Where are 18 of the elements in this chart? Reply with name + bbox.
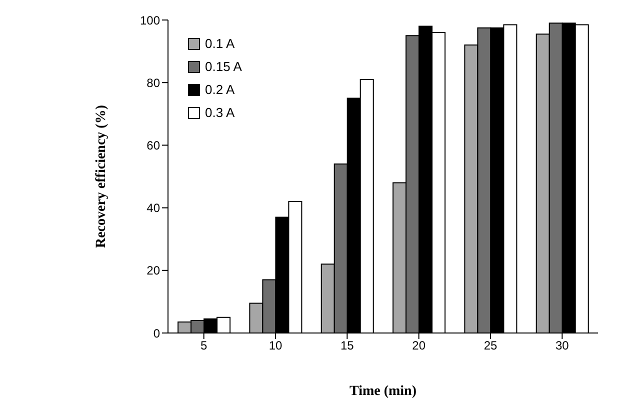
legend-label: 0.2 A	[205, 82, 235, 97]
x-tick-label: 30	[555, 338, 570, 353]
y-tick-label: 100	[140, 13, 160, 28]
x-tick-label: 15	[340, 338, 354, 353]
x-tick-label: 10	[268, 338, 282, 353]
x-tick-label: 5	[200, 338, 208, 353]
y-tick-label: 40	[146, 201, 160, 216]
y-tick-label: 60	[146, 138, 160, 152]
legend-label: 0.15 A	[205, 59, 242, 74]
legend-label: 0.1 A	[205, 36, 235, 51]
x-axis-title: Time (min)	[349, 384, 417, 399]
y-axis-title: Recovery efficiency (%)	[94, 104, 109, 248]
y-tick-label: 20	[146, 264, 160, 278]
y-tick-label: 80	[146, 76, 160, 90]
x-tick-label: 20	[412, 338, 426, 353]
y-tick-label: 0	[153, 326, 160, 340]
legend-label: 0.3 A	[205, 105, 235, 120]
x-tick-label: 25	[484, 338, 498, 353]
